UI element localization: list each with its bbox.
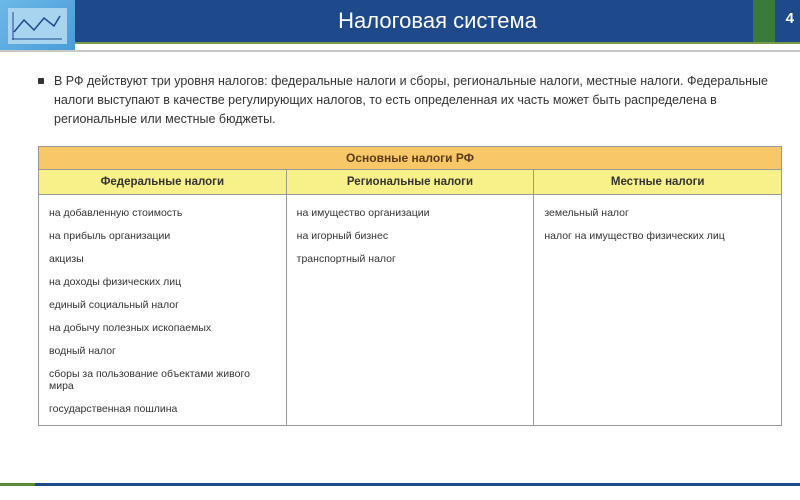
tax-item: на добавленную стоимость bbox=[49, 207, 276, 219]
col-header-regional: Региональные налоги bbox=[286, 170, 534, 195]
tax-item: на имущество организации bbox=[297, 207, 524, 219]
slide-content: В РФ действуют три уровня налогов: федер… bbox=[38, 72, 782, 426]
tax-item: транспортный налог bbox=[297, 253, 524, 265]
tax-item: единый социальный налог bbox=[49, 299, 276, 311]
tax-item: водный налог bbox=[49, 345, 276, 357]
footer-accent bbox=[0, 483, 35, 486]
tax-table: Основные налоги РФ Федеральные налоги Ре… bbox=[38, 146, 782, 426]
tax-item: сборы за пользование объектами живого ми… bbox=[49, 368, 276, 392]
tax-item: налог на имущество физических лиц bbox=[544, 230, 771, 242]
tax-item: земельный налог bbox=[544, 207, 771, 219]
tax-item: на игорный бизнес bbox=[297, 230, 524, 242]
slide-header: Налоговая система 4 bbox=[75, 0, 800, 42]
header-divider bbox=[75, 42, 800, 44]
tax-item: на добычу полезных ископаемых bbox=[49, 322, 276, 334]
tax-item: акцизы bbox=[49, 253, 276, 265]
intro-text: В РФ действуют три уровня налогов: федер… bbox=[54, 72, 782, 128]
cell-regional: на имущество организации на игорный бизн… bbox=[286, 195, 534, 426]
intro-bullet: В РФ действуют три уровня налогов: федер… bbox=[38, 72, 782, 128]
cell-federal: на добавленную стоимость на прибыль орга… bbox=[39, 195, 287, 426]
header-divider-2 bbox=[0, 50, 800, 52]
tax-item: на доходы физических лиц bbox=[49, 276, 276, 288]
header-accent-bar bbox=[753, 0, 775, 42]
slide-number: 4 bbox=[786, 10, 794, 27]
tax-item: на прибыль организации bbox=[49, 230, 276, 242]
col-header-federal: Федеральные налоги bbox=[39, 170, 287, 195]
chart-line-icon bbox=[12, 12, 62, 40]
footer-line bbox=[0, 483, 800, 486]
slide-title: Налоговая система bbox=[338, 8, 537, 34]
col-header-local: Местные налоги bbox=[534, 170, 782, 195]
bullet-icon bbox=[38, 78, 44, 84]
cell-local: земельный налог налог на имущество физич… bbox=[534, 195, 782, 426]
tax-item: государственная пошлина bbox=[49, 403, 276, 415]
table-main-header: Основные налоги РФ bbox=[39, 147, 782, 170]
decorative-chart-thumbnail bbox=[0, 0, 75, 52]
